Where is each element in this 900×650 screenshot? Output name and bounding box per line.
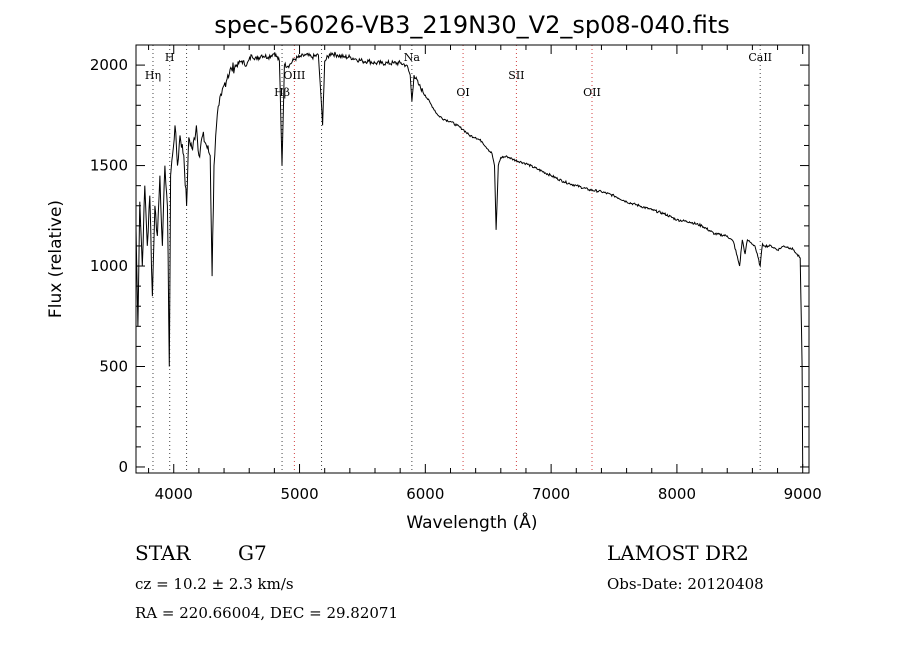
- chart-title: spec-56026-VB3_219N30_V2_sp08-040.fits: [214, 11, 730, 39]
- x-tick-label: 9000: [784, 485, 822, 503]
- marker-label: H: [165, 51, 175, 64]
- object-subclass: G7: [238, 541, 267, 565]
- x-axis-label: Wavelength (Å): [406, 511, 537, 533]
- spectrum-line-group: [135, 51, 804, 468]
- marker-label: Na: [404, 51, 421, 64]
- y-axis-label: Flux (relative): [46, 200, 66, 318]
- object-type: STAR: [135, 541, 191, 565]
- survey-name: LAMOST DR2: [607, 541, 749, 565]
- observation-date: Obs-Date: 20120408: [607, 575, 764, 593]
- y-tick-label: 1500: [90, 157, 128, 175]
- spectrum-line: [135, 51, 804, 468]
- marker-label: Hβ: [274, 86, 290, 99]
- y-tick-label: 0: [118, 458, 128, 476]
- y-tick-label: 1000: [90, 257, 128, 275]
- redshift-value: cz = 10.2 ± 2.3 km/s: [135, 575, 294, 593]
- x-tick-label: 4000: [155, 485, 193, 503]
- y-tick-label: 500: [99, 358, 128, 376]
- coordinates: RA = 220.66004, DEC = 29.82071: [135, 604, 399, 622]
- x-tick-label: 7000: [532, 485, 570, 503]
- line-markers: Hη H Hβ OIII Na OI SII OII CaII: [145, 45, 772, 473]
- marker-label: OIII: [283, 69, 305, 82]
- marker-label: SII: [508, 69, 524, 82]
- x-tick-label: 8000: [658, 485, 696, 503]
- plot-frame: [135, 44, 810, 474]
- marker-label: OI: [456, 86, 469, 99]
- marker-label: OII: [583, 86, 601, 99]
- spectrum-plot: spec-56026-VB3_219N30_V2_sp08-040.fits H…: [46, 11, 822, 533]
- x-axis: 4000 5000 6000 7000 8000 9000: [148, 45, 822, 503]
- x-tick-label: 6000: [406, 485, 444, 503]
- marker-label: CaII: [748, 51, 772, 64]
- x-tick-label: 5000: [280, 485, 318, 503]
- marker-label: Hη: [145, 69, 161, 82]
- y-tick-label: 2000: [90, 56, 128, 74]
- y-axis: 0 500 1000 1500 2000: [90, 56, 809, 476]
